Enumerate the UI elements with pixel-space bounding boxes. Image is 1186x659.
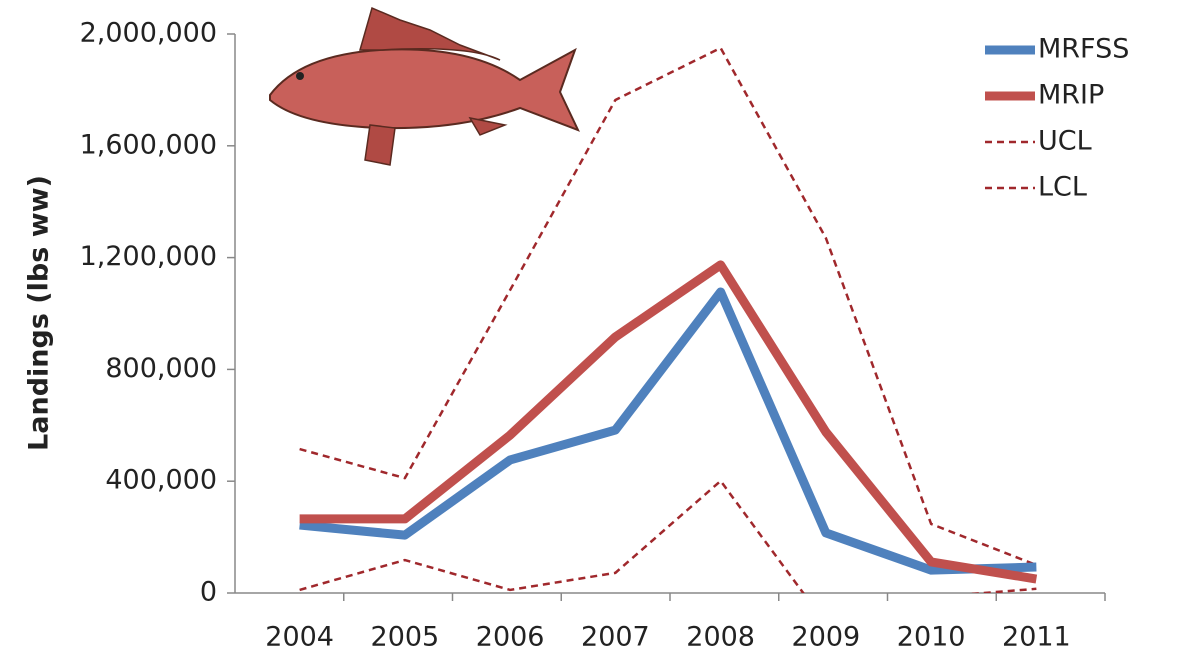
x-tick-label: 2010 — [897, 622, 966, 653]
legend-label: LCL — [1038, 172, 1087, 203]
legend-label: MRFSS — [1038, 34, 1129, 65]
series-line — [299, 260, 1038, 584]
fish-illustration — [269, 6, 580, 166]
y-tick-label: 400,000 — [105, 465, 217, 496]
x-tick-label: 2009 — [792, 622, 861, 653]
y-tick-label: 0 — [200, 577, 217, 608]
legend-label: UCL — [1038, 126, 1092, 157]
x-tick-label: 2004 — [265, 622, 334, 653]
series-line — [299, 46, 1037, 567]
y-tick-label: 1,600,000 — [80, 129, 217, 160]
y-tick-label: 1,200,000 — [80, 241, 217, 272]
x-tick-label: 2008 — [686, 622, 755, 653]
x-tick-label: 2007 — [581, 622, 650, 653]
plot-area — [299, 46, 1038, 593]
series-line — [299, 287, 1037, 575]
y-tick-label: 2,000,000 — [80, 18, 217, 49]
legend-label: MRIP — [1038, 80, 1104, 111]
x-tick-label: 2005 — [371, 622, 440, 653]
y-tick-label: 800,000 — [105, 353, 217, 384]
x-tick-label: 2011 — [1002, 622, 1071, 653]
y-axis-label: Landings (lbs ww) — [24, 175, 55, 451]
x-tick-label: 2006 — [476, 622, 545, 653]
